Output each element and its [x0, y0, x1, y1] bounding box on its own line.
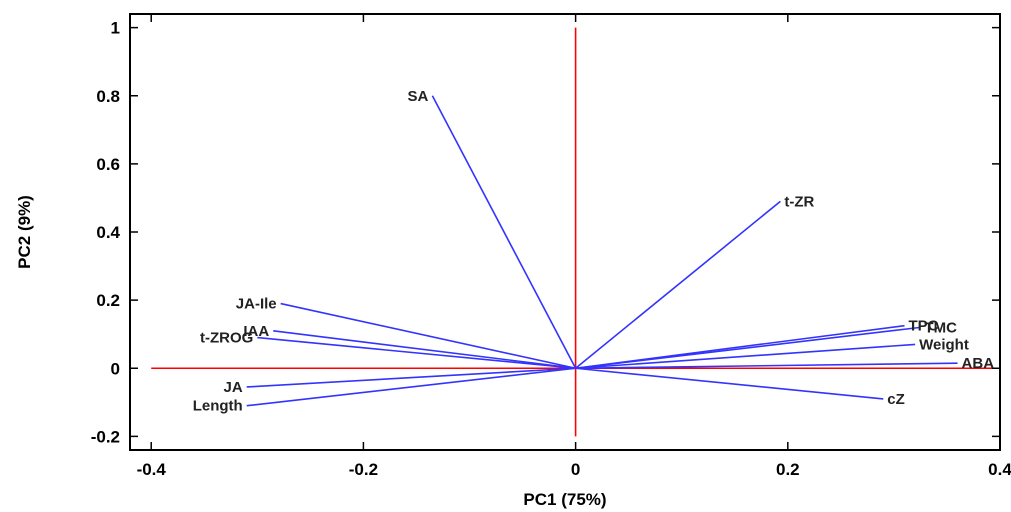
- reference-lines: [151, 27, 1000, 437]
- vector-label: t-ZROG: [200, 330, 253, 347]
- vector-label: Length: [193, 398, 243, 415]
- plot-frame: [129, 13, 1001, 451]
- vector-weight: [575, 343, 916, 370]
- y-tick-label: 0.4: [96, 223, 120, 242]
- vector-label: JA-Ile: [236, 296, 277, 313]
- vector-iaa: [273, 329, 576, 370]
- y-tick-label: 0.8: [96, 87, 120, 106]
- x-tick-label: -0.2: [349, 460, 378, 479]
- vector-aba: [575, 362, 958, 370]
- vector-cz: [575, 367, 884, 400]
- vector-ja: [246, 367, 576, 388]
- vector-t-zr: [575, 200, 781, 369]
- x-axis-title: PC1 (75%): [523, 490, 606, 509]
- vector-tmc: [575, 326, 921, 370]
- vector-label: cZ: [887, 391, 905, 408]
- x-tick-label: -0.4: [137, 460, 167, 479]
- vector-label: t-ZR: [784, 193, 814, 210]
- axis-ticks: [130, 14, 1001, 450]
- y-axis-title: PC2 (9%): [15, 195, 34, 269]
- vector-sa: [431, 95, 577, 369]
- vector-label: IAA: [243, 323, 269, 340]
- vector-label: Weight: [919, 336, 969, 353]
- y-tick-label: 0.6: [96, 155, 120, 174]
- vector-length: [246, 367, 576, 407]
- x-tick-label: 0.2: [776, 460, 800, 479]
- vector-ja-ile: [280, 302, 576, 370]
- loading-vectors: [246, 95, 958, 407]
- y-tick-label: -0.2: [91, 427, 120, 446]
- y-tick-label: 0: [111, 359, 120, 378]
- vector-label: SA: [408, 88, 429, 105]
- vector-label: JA: [224, 379, 243, 396]
- vector-t-zrog: [257, 336, 576, 370]
- vector-label: TMC: [924, 319, 957, 336]
- y-tick-label: 0.2: [96, 291, 120, 310]
- vector-label: ABA: [962, 355, 995, 372]
- vector-label: TPC: [909, 318, 939, 335]
- x-tick-label: 0: [571, 460, 580, 479]
- y-tick-label: 1: [111, 19, 120, 38]
- x-tick-label: 0.4: [988, 460, 1011, 479]
- tick-labels: -0.4 -0.2 0 0.2 0.4 -0.2 0 0.2 0.4 0.6 0.8 1: [91, 19, 1011, 479]
